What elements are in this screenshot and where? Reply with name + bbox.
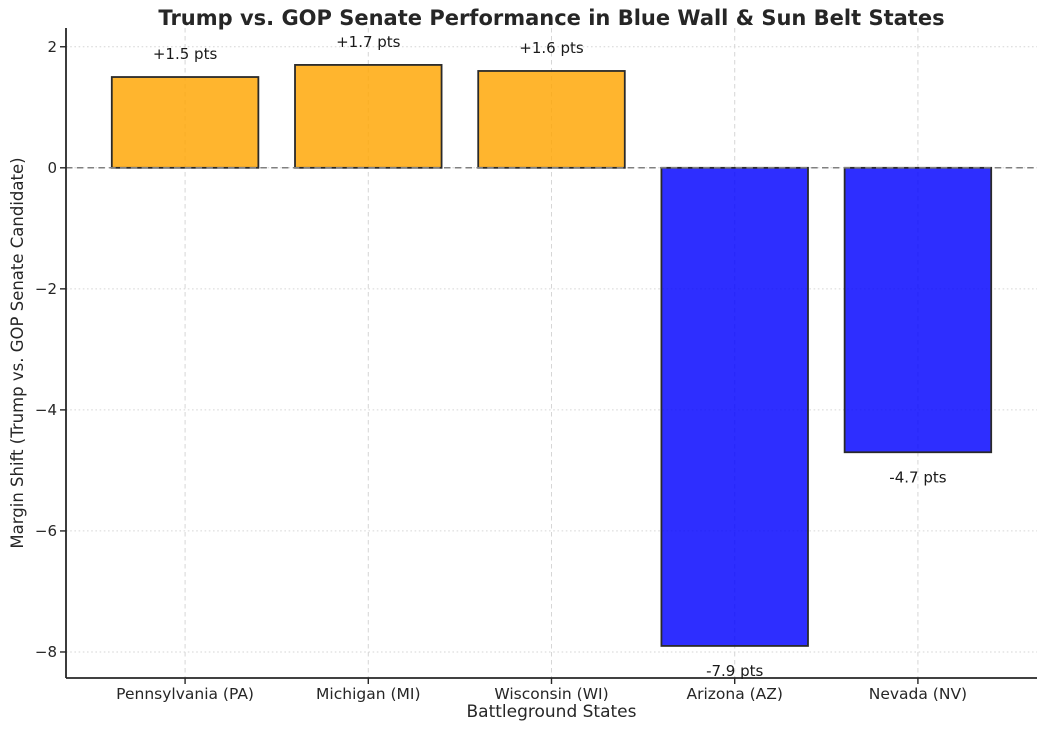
x-tick-label: Michigan (MI): [316, 685, 420, 703]
bar-4: [843, 166, 993, 454]
bar-value-label: +1.6 pts: [519, 39, 584, 57]
bar-1: [294, 64, 443, 169]
y-tick-label: −4: [35, 401, 57, 419]
bar-3: [660, 166, 809, 647]
y-axis-label: Margin Shift (Trump vs. GOP Senate Candi…: [8, 157, 27, 549]
bar-2: [477, 70, 626, 169]
y-tick-label: 0: [47, 159, 57, 177]
chart-title: Trump vs. GOP Senate Performance in Blue…: [158, 6, 945, 30]
bar-0: [110, 76, 260, 169]
y-tick-label: −6: [35, 522, 57, 540]
x-axis-label: Battleground States: [466, 702, 637, 722]
x-tick-label: Pennsylvania (PA): [116, 685, 254, 703]
bar-value-label: -4.7 pts: [889, 468, 946, 486]
y-tick-label: −8: [35, 643, 57, 661]
y-tick-label: 2: [47, 38, 57, 56]
bar-value-label: +1.5 pts: [153, 45, 218, 63]
y-tick-label: −2: [35, 280, 57, 298]
x-tick-label: Nevada (NV): [869, 685, 967, 703]
x-tick-label: Wisconsin (WI): [494, 685, 608, 703]
bar-value-label: -7.9 pts: [706, 662, 763, 680]
bar-value-label: +1.7 pts: [336, 33, 401, 51]
x-tick-label: Arizona (AZ): [686, 685, 782, 703]
